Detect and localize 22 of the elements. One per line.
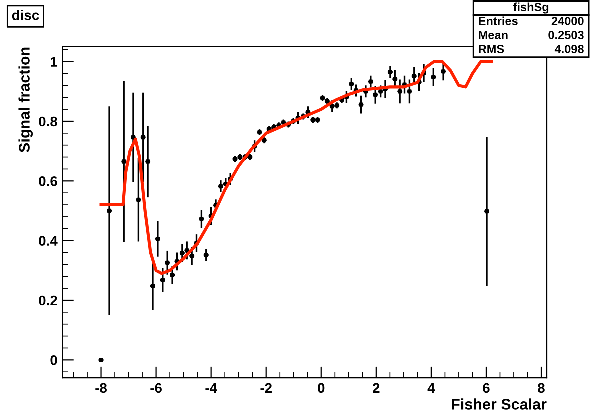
y-tick-label: 0.6 — [39, 176, 58, 186]
text: RMS 4.098 — [479, 45, 584, 54]
y-tick-label: 0.4 — [39, 236, 58, 246]
y-tick-label: 0.2 — [39, 296, 58, 306]
text: Entries 24000 — [479, 16, 584, 26]
x-tick-label: 6 — [483, 383, 490, 394]
y-axis-title: Signal fraction — [18, 48, 34, 153]
x-tick-label: -8 — [96, 383, 108, 394]
y-tick-label: 0.8 — [39, 116, 58, 127]
x-tick-label: -4 — [206, 383, 218, 393]
text: Mean 0.2503 — [479, 31, 584, 40]
y-tick-label: 1 — [51, 57, 58, 67]
chart-title: disc — [12, 10, 40, 20]
x-tick-label: -2 — [260, 383, 272, 393]
x-tick-label: -6 — [150, 383, 162, 394]
y-tick-label: 0 — [50, 356, 58, 366]
x-axis-title: Fisher Scalar — [452, 398, 547, 410]
text: fishSg — [513, 2, 549, 14]
x-tick-label: 0 — [318, 383, 325, 394]
x-tick-label: 4 — [428, 383, 436, 393]
x-tick-label: 8 — [538, 383, 545, 394]
x-tick-label: 2 — [373, 383, 380, 393]
